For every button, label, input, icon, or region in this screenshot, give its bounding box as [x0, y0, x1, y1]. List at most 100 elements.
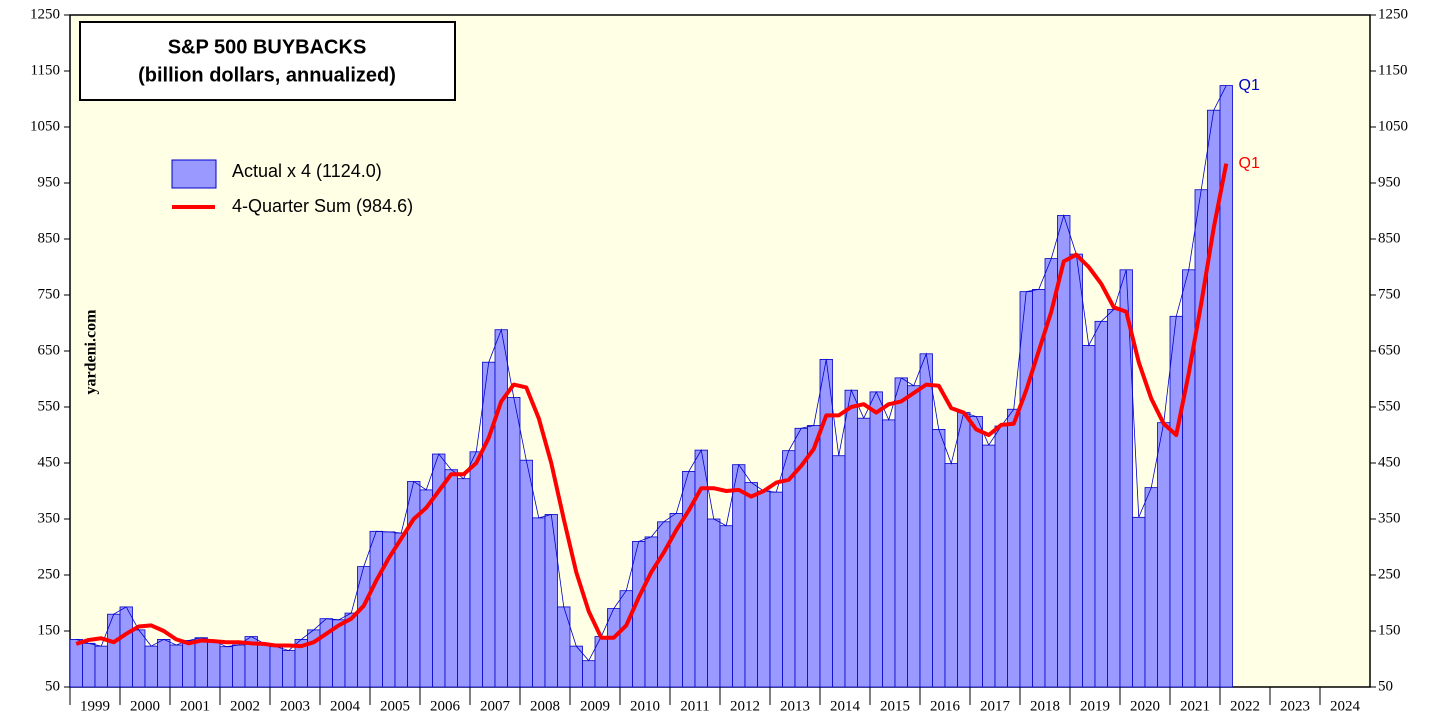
- bar: [119, 606, 133, 688]
- bar: [719, 525, 733, 688]
- bar: [707, 518, 721, 688]
- y2-tick-label: 150: [1378, 622, 1401, 638]
- bar: [969, 416, 983, 688]
- bar: [607, 608, 621, 688]
- bar: [1107, 309, 1121, 688]
- x-tick-label: 2023: [1280, 698, 1310, 714]
- x-tick-label: 2006: [430, 698, 461, 714]
- x-tick-label: 2016: [930, 698, 961, 714]
- y2-tick-label: 950: [1378, 174, 1401, 190]
- y-tick-label: 850: [38, 230, 61, 246]
- x-tick-label: 2013: [780, 698, 810, 714]
- bar: [1157, 422, 1171, 688]
- legend-label: 4-Quarter Sum (984.6): [232, 196, 413, 216]
- x-tick-label: 2018: [1030, 698, 1060, 714]
- bar: [1094, 320, 1108, 688]
- bar: [1132, 516, 1146, 688]
- bar: [344, 612, 358, 688]
- y-tick-label: 50: [45, 678, 60, 694]
- y2-tick-label: 650: [1378, 342, 1401, 358]
- bar: [519, 459, 533, 688]
- x-tick-label: 2021: [1180, 698, 1210, 714]
- watermark: yardeni.com: [83, 309, 100, 395]
- bar: [507, 397, 521, 688]
- x-tick-label: 2011: [680, 698, 709, 714]
- bar: [369, 530, 383, 688]
- bar: [1007, 408, 1021, 688]
- bar: [169, 644, 183, 688]
- bar: [757, 490, 771, 688]
- bar: [532, 517, 546, 688]
- bar: [569, 645, 583, 688]
- bar: [982, 444, 996, 688]
- x-tick-label: 2010: [630, 698, 660, 714]
- y2-tick-label: 1150: [1378, 62, 1407, 78]
- y-tick-label: 350: [38, 510, 61, 526]
- bar: [94, 645, 108, 688]
- bar: [544, 514, 558, 688]
- bar: [994, 425, 1008, 688]
- bar: [269, 646, 283, 688]
- bar: [632, 541, 646, 688]
- bar: [282, 650, 296, 688]
- bar: [394, 532, 408, 688]
- bar: [207, 640, 221, 688]
- bar: [144, 645, 158, 688]
- bar: [182, 640, 196, 688]
- bar: [694, 449, 708, 688]
- y-tick-label: 1050: [30, 118, 60, 134]
- x-tick-label: 2001: [180, 698, 210, 714]
- y-tick-label: 150: [38, 622, 61, 638]
- y-tick-label: 1150: [31, 62, 60, 78]
- bar: [732, 464, 746, 688]
- bar: [132, 629, 146, 688]
- bar: [619, 590, 633, 688]
- line: [75, 163, 1229, 649]
- x-tick-label: 2000: [130, 698, 160, 714]
- x-tick-label: 2007: [480, 698, 511, 714]
- bar: [82, 642, 96, 688]
- y-tick-label: 950: [38, 174, 61, 190]
- x-tick-label: 2003: [280, 698, 310, 714]
- bar: [257, 642, 271, 688]
- chart-title: S&P 500 BUYBACKS: [168, 36, 367, 58]
- x-tick-label: 2008: [530, 698, 560, 714]
- x-tick-label: 2015: [880, 698, 910, 714]
- y2-tick-label: 550: [1378, 398, 1401, 414]
- x-tick-label: 1999: [80, 698, 110, 714]
- x-tick-label: 2005: [380, 698, 410, 714]
- bar: [882, 419, 896, 688]
- bar: [957, 412, 971, 688]
- bar: [944, 463, 958, 688]
- x-tick-label: 2019: [1080, 698, 1110, 714]
- y2-tick-label: 250: [1378, 566, 1401, 582]
- y-tick-label: 550: [38, 398, 61, 414]
- bar: [1069, 253, 1083, 688]
- bar: [1169, 315, 1183, 688]
- bar: [444, 469, 458, 688]
- x-tick-label: 2024: [1330, 698, 1361, 714]
- title-box: [79, 21, 456, 101]
- bar: [869, 391, 883, 688]
- x-tick-label: 2022: [1230, 698, 1260, 714]
- bar: [219, 646, 233, 688]
- y2-tick-label: 750: [1378, 286, 1401, 302]
- bar: [494, 329, 508, 688]
- bar: [769, 491, 783, 688]
- bar: [832, 455, 846, 688]
- y-tick-label: 1250: [30, 6, 60, 22]
- legend-swatch: [171, 159, 217, 189]
- x-tick-label: 2002: [230, 698, 260, 714]
- y2-tick-label: 1250: [1378, 6, 1408, 22]
- chart-subtitle: (billion dollars, annualized): [138, 64, 396, 86]
- bar: [1194, 189, 1208, 688]
- bar: [907, 385, 921, 688]
- x-tick-label: 2004: [330, 698, 361, 714]
- bar: [194, 637, 208, 688]
- bar: [819, 358, 833, 688]
- legend-label: Actual x 4 (1124.0): [232, 161, 382, 181]
- bar: [857, 417, 871, 688]
- bar: [919, 353, 933, 688]
- bar: [407, 481, 421, 688]
